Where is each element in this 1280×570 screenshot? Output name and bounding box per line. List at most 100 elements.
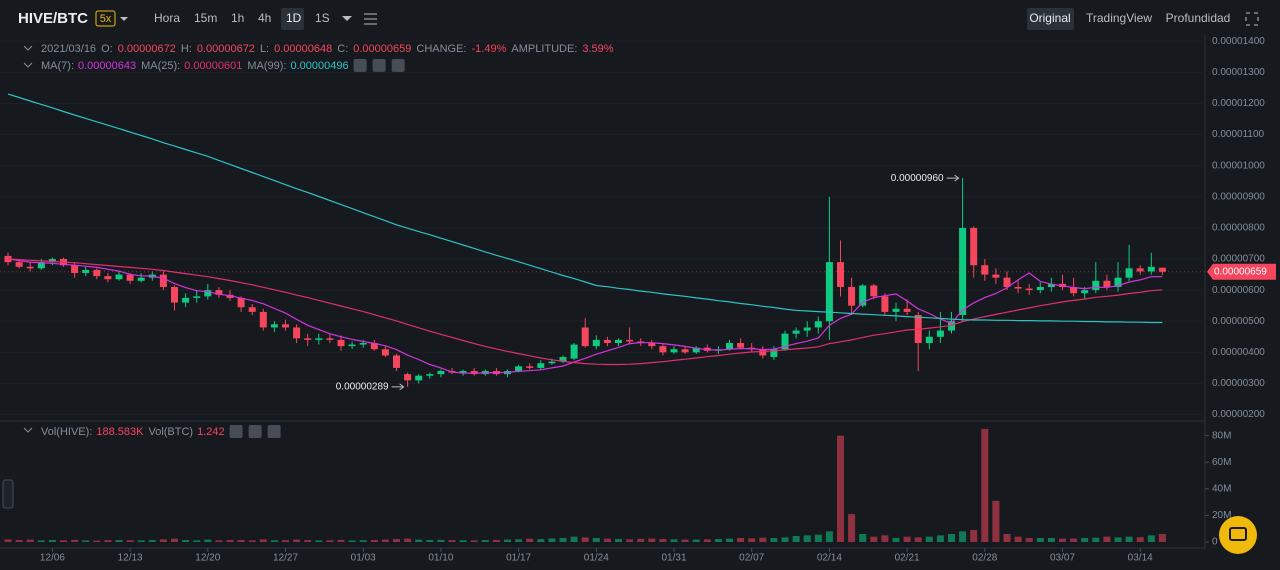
candle-body [992,274,1000,278]
candle-body [515,366,523,372]
volume-bar [837,435,844,542]
volume-bar [60,540,67,542]
volume-bar [1103,536,1111,542]
volume-bar [193,540,201,542]
volume-bar [637,538,645,542]
volume-bar [348,540,356,542]
candle-body [437,371,445,375]
volume-bar [848,514,856,542]
candle-body [226,294,234,298]
volume-bar [603,538,611,542]
volume-tick-label: 20M [1212,510,1231,521]
candle-body [459,371,467,373]
interval[interactable]: Hora [154,11,180,25]
volume-bar [692,539,700,542]
volume-bar [803,535,811,542]
candle-body [537,363,545,368]
interval[interactable]: 15m [194,11,217,25]
legend-tool[interactable] [248,425,262,438]
view-tab[interactable]: Original [1029,11,1070,25]
candle-body [248,307,256,312]
volume-bar [415,539,423,542]
last-price-label: 0.00000659 [1214,266,1267,277]
candle-body [759,349,767,356]
volume-bar [337,539,345,542]
collapse-icon[interactable] [23,427,33,433]
dropdown-caret[interactable] [120,17,128,21]
interval[interactable]: 1h [231,11,244,25]
collapse-icon[interactable] [23,62,33,68]
legend-tool[interactable] [353,59,367,72]
candle-body [1092,280,1100,291]
interval[interactable]: 4h [258,11,271,25]
interval[interactable]: 1S [315,11,330,25]
volume-bar [15,540,23,542]
interval[interactable]: 1D [286,11,302,25]
volume-bar [171,538,178,542]
volume-bar [381,539,389,542]
candle-body [1070,287,1078,294]
volume-bar [26,539,34,542]
symbol[interactable]: HIVE/BTC [18,10,88,27]
candle-body [737,343,745,348]
view-tab[interactable]: Profundidad [1166,11,1231,25]
info-date: 2021/03/16 [41,43,96,55]
volume-bar [703,539,711,542]
vol-label: Vol(HIVE): [41,426,92,438]
candle-body [204,290,212,297]
candle-body [182,297,190,303]
x-tick-label: 12/20 [195,553,220,564]
annotation-label: 0.00000960 [891,173,944,184]
candle-body [282,324,289,328]
candle-body [1003,277,1011,288]
more-intervals[interactable] [342,16,352,21]
candle-body [115,274,123,280]
volume-bar [759,537,767,542]
volume-bar [492,539,500,542]
leverage[interactable]: 5x [100,13,112,25]
info-value: 0.00000648 [274,43,332,55]
candle-body [848,287,856,306]
volume-tick-label: 0 [1212,537,1218,548]
chat-icon [1229,527,1247,541]
volume-bar [226,540,234,542]
legend-tool[interactable] [267,425,281,438]
volume-bar [559,538,567,542]
volume-bar [748,538,756,542]
fullscreen-icon[interactable] [1245,12,1259,26]
chat-button[interactable] [1219,516,1257,554]
volume-bar [126,540,134,542]
volume-bar [4,539,12,542]
volume-bar [825,531,833,542]
x-tick-label: 01/17 [506,553,531,564]
moving-average [7,93,1163,324]
legend-tool[interactable] [229,425,243,438]
volume-bar [1070,538,1078,542]
volume-bar [204,539,212,542]
volume-bar [659,539,667,542]
ma-value: 0.00000643 [78,60,136,72]
volume-bar [148,540,156,542]
volume-bar [1014,536,1022,542]
volume-bar [1047,538,1055,542]
volume-bar [914,537,922,542]
volume-bar [304,540,312,542]
x-tick-label: 02/14 [817,553,842,564]
volume-bar [814,534,822,542]
candle-body [859,285,867,306]
legend-tool[interactable] [372,59,386,72]
view-tab[interactable]: TradingView [1086,11,1152,25]
volume-bar [781,537,789,542]
side-tab[interactable] [2,479,14,509]
legend-tool[interactable] [391,59,405,72]
settings-icon[interactable] [364,13,377,25]
candle-body [548,361,556,364]
collapse-icon[interactable] [23,45,33,51]
ma-value: 0.00000601 [184,60,242,72]
candle-body [903,308,911,312]
candle-body [603,339,611,344]
ma-label: MA(7): [41,60,74,72]
volume-bar [293,539,301,542]
y-tick-label: 0.00001100 [1212,129,1265,140]
